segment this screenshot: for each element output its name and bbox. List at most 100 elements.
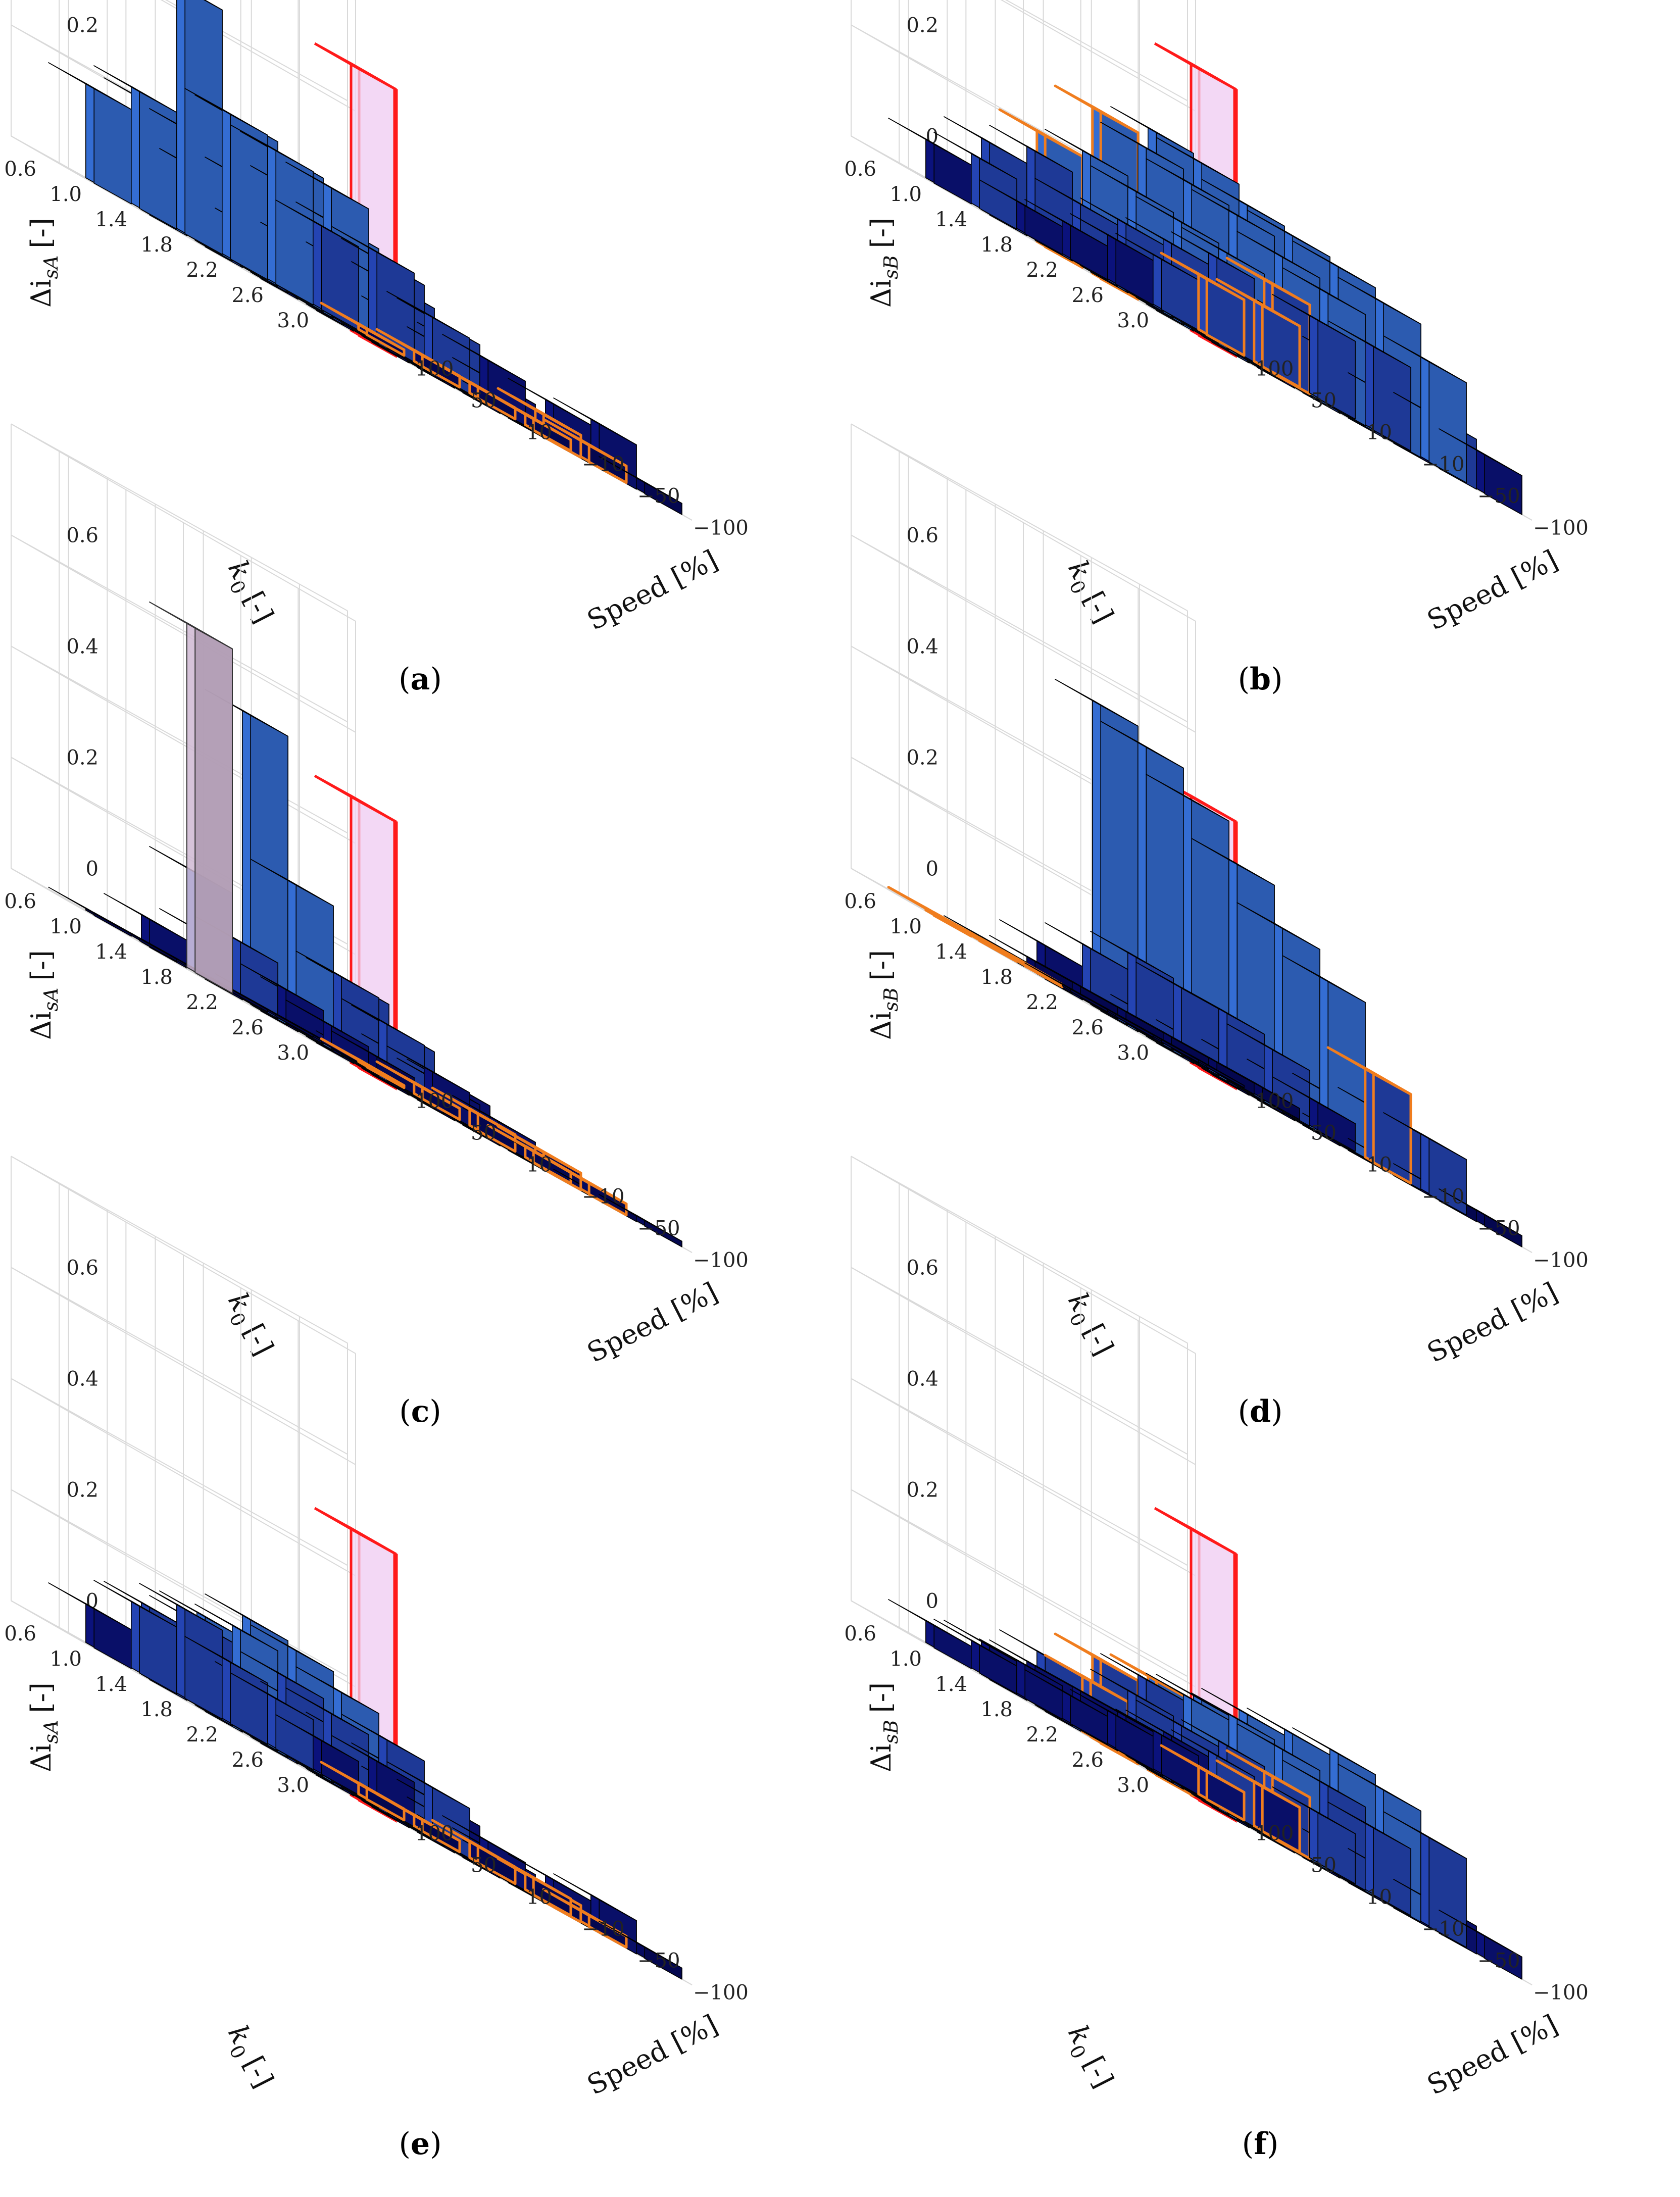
- bar: [1272, 294, 1356, 420]
- bar: [431, 1086, 517, 1153]
- panel-b: 00.20.40.60.61.01.41.82.22.63.01005010−1…: [840, 0, 1680, 732]
- bar: [979, 179, 1063, 255]
- k0-tick-label: 2.2: [186, 1723, 218, 1746]
- speed-tick-label: 100: [1255, 358, 1294, 381]
- k0-tick-label: 0.6: [4, 890, 36, 913]
- bar: [375, 1060, 461, 1121]
- k0-axis-label: k0[-]: [1057, 556, 1120, 630]
- k0-tick-label: 1.8: [980, 1698, 1013, 1721]
- k0-tick-label: 1.8: [980, 233, 1013, 257]
- speed-tick-label: 10: [526, 1154, 552, 1177]
- bar: [1215, 278, 1301, 389]
- bar: [888, 1599, 972, 1669]
- speed-tick-label: 10: [1366, 1154, 1392, 1177]
- bar: [486, 1851, 572, 1917]
- bar: [176, 0, 223, 255]
- z-tick-label: 0.2: [66, 14, 98, 37]
- z-tick-label: 0.6: [906, 524, 938, 547]
- bar: [1439, 1188, 1522, 1247]
- z-tick-label: 0: [926, 1589, 938, 1613]
- k0-tick-label: 2.6: [231, 1016, 264, 1039]
- speed-tick-label: −100: [693, 1981, 749, 2005]
- caption-e: (e): [399, 2126, 442, 2162]
- bar: [1024, 199, 1108, 280]
- k0-axis-label: k0[-]: [1057, 1288, 1120, 1363]
- k0-tick-label: 1.4: [935, 208, 967, 231]
- bar: [104, 893, 187, 969]
- bars: [48, 1580, 682, 1980]
- bar: [230, 1672, 314, 1770]
- bar: [1439, 1910, 1522, 1980]
- bar: [375, 1792, 461, 1854]
- speed-axis-label: Speed [%]: [582, 2009, 723, 2102]
- bar: [93, 1580, 177, 1694]
- z-axis-label: ΔisA[-]: [25, 950, 62, 1040]
- caption-d: (d): [1238, 1394, 1283, 1429]
- k0-axis-label: k0[-]: [217, 556, 280, 630]
- k0-tick-label: 0.6: [844, 158, 876, 181]
- k0-tick-label: 2.6: [1071, 284, 1104, 307]
- speed-tick-label: 10: [526, 1886, 552, 1909]
- speed-tick-label: 10: [526, 421, 552, 444]
- bar: [599, 456, 682, 515]
- speed-tick-label: −50: [637, 1950, 680, 1973]
- k0-tick-label: 1.8: [980, 966, 1013, 989]
- bar: [1070, 213, 1154, 306]
- z-tick-label: 0.4: [906, 635, 938, 658]
- k0-tick-label: 2.6: [1071, 1016, 1104, 1039]
- bars: [887, 679, 1522, 1247]
- ghost-bar: [149, 602, 233, 994]
- k0-tick-label: 1.4: [935, 940, 967, 964]
- k0-tick-label: 2.2: [1026, 1723, 1058, 1746]
- speed-tick-label: −100: [693, 517, 749, 540]
- k0-tick-label: 1.4: [935, 1673, 967, 1696]
- bar: [320, 1037, 406, 1089]
- bar: [230, 124, 314, 306]
- speed-tick-label: −50: [1477, 1950, 1520, 1973]
- z-tick-label: 0.4: [66, 635, 98, 658]
- k0-tick-label: 1.0: [890, 183, 922, 206]
- z-tick-label: 0: [926, 857, 938, 880]
- speed-tick-label: −10: [1422, 1185, 1464, 1209]
- k0-tick-label: 2.2: [186, 259, 218, 282]
- bar: [1215, 1759, 1301, 1854]
- speed-tick-label: −10: [1422, 453, 1464, 476]
- k0-tick-label: 1.4: [95, 208, 127, 231]
- bar: [320, 302, 406, 357]
- bar: [48, 1582, 132, 1669]
- bar: [1272, 1076, 1356, 1152]
- bar: [1439, 428, 1522, 515]
- bar: [275, 199, 359, 331]
- bar: [1272, 1786, 1356, 1884]
- panel-a: 00.20.40.60.61.01.41.82.22.63.01005010−1…: [0, 0, 840, 732]
- k0-tick-label: 3.0: [277, 1041, 309, 1065]
- bar: [1327, 320, 1411, 452]
- caption-c: (c): [399, 1394, 441, 1429]
- speed-tick-label: −50: [637, 485, 680, 508]
- speed-tick-label: −100: [1533, 1981, 1589, 2005]
- bar: [139, 1583, 223, 1720]
- bar: [933, 132, 1017, 230]
- z-tick-label: 0.2: [906, 14, 938, 37]
- bar: [599, 1921, 682, 1980]
- z-tick-label: 0: [86, 857, 98, 880]
- k0-tick-label: 0.6: [4, 1622, 36, 1645]
- bar: [486, 391, 572, 453]
- bar: [1160, 252, 1246, 357]
- k0-tick-label: 1.0: [50, 1647, 82, 1671]
- speed-tick-label: 100: [415, 1090, 454, 1113]
- bar: [979, 1638, 1063, 1720]
- k0-tick-label: 1.8: [140, 966, 173, 989]
- speed-tick-label: 50: [1311, 389, 1337, 413]
- k0-axis-label: k0[-]: [1057, 2020, 1120, 2095]
- z-tick-label: 0.2: [906, 746, 938, 769]
- k0-tick-label: 3.0: [277, 1774, 309, 1797]
- k0-tick-label: 1.8: [140, 1698, 173, 1721]
- z-tick-label: 0.2: [66, 746, 98, 769]
- k0-tick-label: 0.6: [844, 890, 876, 913]
- speed-tick-label: −50: [1477, 1217, 1520, 1240]
- bar: [1383, 335, 1467, 483]
- speed-axis-label: Speed [%]: [1422, 544, 1563, 637]
- k0-axis-label: k0[-]: [217, 2020, 280, 2095]
